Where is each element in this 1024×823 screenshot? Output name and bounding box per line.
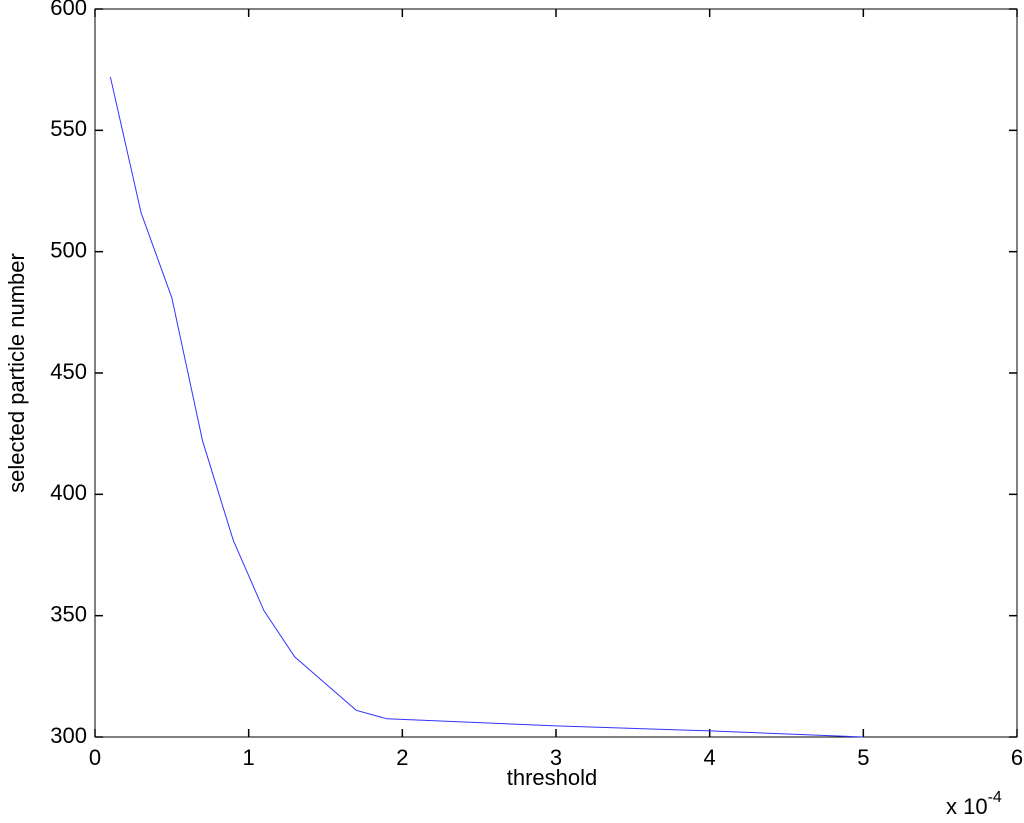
x-multiplier-base: x 10 (946, 794, 988, 819)
x-multiplier: x 10-4 (946, 789, 1002, 819)
x-tick-label: 4 (704, 745, 716, 770)
line-series (109, 76, 864, 738)
x-tick-label: 2 (396, 745, 408, 770)
x-multiplier-exponent: -4 (988, 789, 1002, 806)
y-tick-label: 550 (50, 116, 87, 141)
y-tick-label: 450 (50, 359, 87, 384)
y-tick-label: 600 (50, 0, 87, 20)
x-tick-label: 1 (243, 745, 255, 770)
y-tick-label: 350 (50, 601, 87, 626)
y-tick-label: 400 (50, 480, 87, 505)
x-axis-label: threshold (507, 765, 598, 790)
y-tick-label: 500 (50, 237, 87, 262)
x-tick-label: 0 (89, 745, 101, 770)
y-tick-label: 300 (50, 723, 87, 748)
x-tick-label: 3 (550, 745, 562, 770)
x-tick-label: 6 (1011, 745, 1023, 770)
plot-frame (94, 8, 1018, 738)
y-axis-label: selected particle number (4, 253, 29, 493)
x-tick-label: 5 (857, 745, 869, 770)
